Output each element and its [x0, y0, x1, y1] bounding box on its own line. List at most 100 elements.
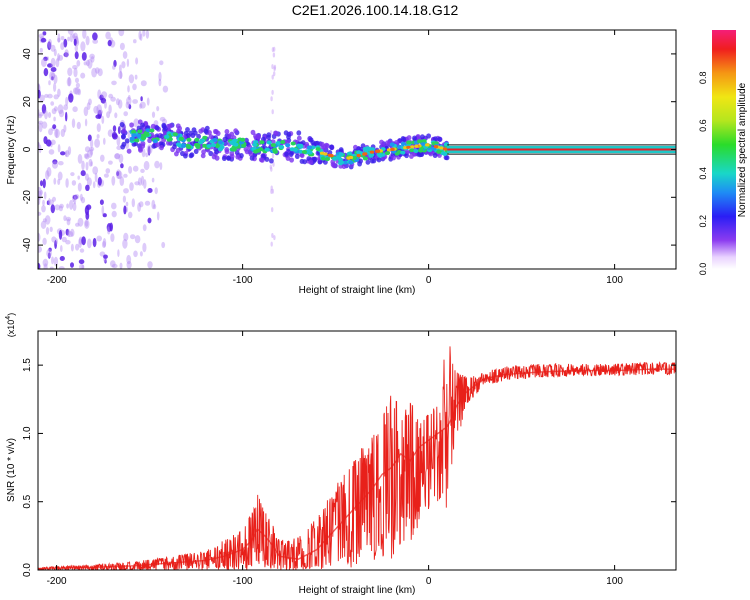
noise-speckle: [38, 89, 41, 99]
ridge-halo: [166, 140, 171, 146]
noise-speckle: [111, 263, 118, 269]
noise-speckle: [53, 94, 59, 100]
noise-speckle: [50, 204, 55, 214]
ridge-halo: [224, 129, 230, 135]
ridge-core: [258, 147, 264, 152]
noise-speckle: [151, 177, 155, 183]
noise-speckle: [60, 36, 65, 41]
noise-speckle: [64, 49, 69, 58]
noise-speckle: [38, 144, 42, 154]
noise-speckle: [58, 54, 63, 61]
noise-speckle: [52, 159, 58, 165]
noise-speckle: [119, 64, 122, 73]
ridge-halo: [155, 142, 160, 148]
noise-speckle: [48, 198, 51, 206]
ridge-peak: [409, 145, 415, 149]
noise-speckle: [48, 247, 52, 252]
noise-speckle: [89, 146, 95, 152]
ridge-core: [238, 140, 245, 145]
noise-speckle: [73, 194, 80, 200]
noise-speckle: [147, 217, 152, 224]
noise-speckle: [97, 68, 103, 77]
noise-speckle: [132, 83, 137, 91]
ridge-halo: [138, 147, 143, 153]
ridge-halo: [255, 134, 261, 140]
noise-speckle: [107, 39, 112, 47]
noise-speckle: [72, 106, 78, 113]
noise-speckle: [57, 33, 61, 43]
snr-y-tick-label: 1.5: [22, 358, 33, 372]
noise-speckle: [47, 63, 53, 68]
noise-speckle: [38, 211, 42, 216]
snr-y-tick-label: 0.0: [22, 563, 33, 577]
ridge-halo: [234, 150, 240, 156]
noise-speckle: [154, 160, 160, 169]
noise-speckle: [77, 182, 82, 192]
ridge-halo: [266, 132, 272, 138]
noise-speckle: [132, 99, 139, 104]
ridge-halo: [222, 140, 228, 146]
ridge-halo: [296, 130, 302, 136]
noise-speckle: [85, 173, 89, 181]
noise-speckle: [65, 96, 69, 106]
noise-speckle: [108, 104, 112, 114]
ridge-core: [409, 148, 415, 153]
noise-speckle: [271, 188, 274, 194]
noise-speckle: [159, 116, 166, 122]
ridge-peak: [442, 147, 448, 151]
ridge-core: [131, 129, 137, 134]
snr-frame: [37, 330, 677, 571]
noise-speckle: [273, 46, 276, 52]
snr-ylabel: SNR (10 * v/v): [6, 438, 17, 502]
ridge-core: [400, 150, 406, 155]
noise-speckle: [96, 134, 100, 139]
noise-speckle: [51, 76, 54, 81]
noise-speckle: [68, 93, 74, 103]
spectrogram-y-tick-label: 40: [22, 48, 33, 60]
ridge-halo: [250, 129, 256, 135]
noise-speckle: [119, 70, 123, 80]
noise-speckle: [57, 53, 60, 62]
snr-y-tick-label: 1.0: [22, 426, 33, 440]
ridge-halo: [312, 156, 318, 162]
noise-speckle: [103, 254, 108, 259]
spectrogram-x-axis: -200 -100 0 100: [47, 30, 623, 286]
ridge-core: [266, 140, 272, 145]
ridge-core: [253, 149, 259, 154]
ridge-core: [212, 138, 218, 142]
noise-speckle: [120, 163, 124, 169]
noise-speckle: [38, 190, 42, 200]
noise-speckle: [94, 172, 98, 183]
noise-speckle: [63, 52, 69, 58]
ridge-core: [131, 133, 137, 138]
noise-speckle: [79, 193, 83, 201]
noise-speckle: [123, 111, 128, 117]
noise-speckle: [40, 220, 47, 229]
noise-speckle: [147, 145, 151, 156]
ridge-halo: [183, 130, 189, 137]
ridge-halo: [443, 154, 449, 161]
noise-speckle: [67, 30, 74, 35]
ridge-peak: [329, 154, 334, 158]
ridge-core: [413, 149, 419, 153]
noise-speckle: [271, 74, 274, 80]
spectrogram-x-tick-label: 0: [426, 275, 432, 286]
noise-speckle: [61, 236, 67, 243]
ridge-halo: [140, 122, 145, 128]
noise-speckle: [98, 109, 103, 115]
snr-mean-line: [38, 368, 676, 570]
noise-speckle: [158, 71, 162, 82]
ridge-core: [259, 140, 265, 145]
ridge-halo: [432, 152, 438, 158]
noise-speckle: [66, 77, 72, 87]
noise-speckle: [69, 33, 73, 43]
ridge-core: [240, 137, 246, 142]
noise-speckle: [133, 118, 140, 128]
spectrogram-ylabel: Frequency (Hz): [6, 116, 17, 185]
ridge-halo: [294, 153, 300, 159]
noise-speckle: [57, 171, 63, 181]
noise-speckle: [75, 77, 79, 84]
noise-speckle: [134, 181, 140, 186]
noise-speckle: [39, 47, 43, 53]
colorbar-tick-label: 0.2: [698, 215, 708, 228]
